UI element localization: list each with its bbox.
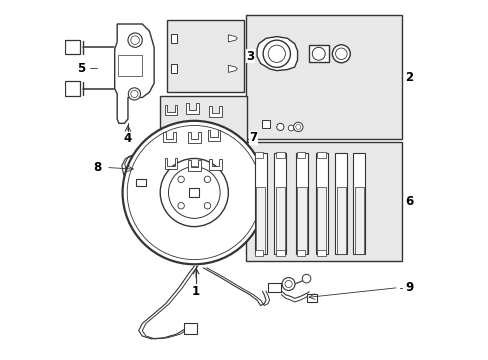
Circle shape	[282, 278, 294, 291]
Polygon shape	[257, 37, 297, 71]
Circle shape	[335, 48, 346, 59]
Polygon shape	[228, 65, 237, 72]
Text: 2: 2	[405, 71, 413, 84]
Polygon shape	[297, 187, 306, 253]
Polygon shape	[296, 152, 305, 158]
Polygon shape	[207, 130, 220, 140]
Text: 1: 1	[192, 285, 200, 298]
Polygon shape	[187, 132, 201, 143]
Circle shape	[332, 45, 349, 63]
Polygon shape	[187, 160, 201, 171]
Circle shape	[285, 280, 292, 288]
Bar	[65, 40, 80, 54]
Polygon shape	[295, 153, 307, 253]
Circle shape	[122, 121, 265, 264]
Polygon shape	[274, 153, 286, 253]
Polygon shape	[336, 187, 346, 253]
Polygon shape	[228, 35, 237, 42]
Polygon shape	[254, 152, 263, 158]
Polygon shape	[254, 153, 266, 253]
Polygon shape	[276, 249, 284, 256]
Polygon shape	[164, 105, 177, 116]
Circle shape	[204, 203, 210, 209]
Bar	[166, 21, 244, 92]
Polygon shape	[164, 158, 177, 169]
Circle shape	[204, 176, 210, 183]
Bar	[136, 179, 145, 186]
Bar	[267, 283, 281, 292]
Circle shape	[287, 125, 293, 131]
Circle shape	[267, 45, 285, 62]
Text: 3: 3	[245, 50, 254, 63]
Bar	[183, 323, 197, 334]
Bar	[159, 96, 247, 184]
Circle shape	[160, 158, 228, 226]
Bar	[171, 64, 177, 73]
Bar	[308, 45, 328, 62]
Bar	[246, 15, 402, 139]
Circle shape	[293, 122, 303, 132]
Text: 5: 5	[77, 62, 85, 75]
Polygon shape	[275, 187, 285, 253]
Circle shape	[127, 126, 261, 260]
Circle shape	[128, 88, 140, 100]
Circle shape	[178, 176, 184, 183]
Polygon shape	[335, 153, 346, 253]
Circle shape	[302, 274, 310, 283]
Circle shape	[128, 33, 142, 47]
Polygon shape	[317, 152, 325, 158]
Bar	[40, 41, 51, 54]
Bar	[118, 55, 142, 76]
Text: 9: 9	[405, 281, 413, 294]
Circle shape	[295, 125, 300, 130]
Polygon shape	[276, 152, 284, 158]
Polygon shape	[209, 159, 222, 170]
Bar	[171, 34, 177, 43]
Polygon shape	[115, 24, 154, 123]
Polygon shape	[296, 249, 305, 256]
Bar	[262, 120, 270, 128]
Polygon shape	[255, 187, 265, 253]
Polygon shape	[317, 249, 325, 256]
Circle shape	[131, 90, 138, 98]
Circle shape	[263, 40, 290, 67]
Polygon shape	[354, 187, 363, 253]
Bar	[189, 188, 199, 197]
Text: 4: 4	[123, 132, 132, 145]
Text: 7: 7	[249, 131, 257, 144]
Text: 6: 6	[405, 195, 413, 208]
Bar	[65, 81, 80, 96]
Polygon shape	[315, 153, 327, 253]
Polygon shape	[316, 187, 325, 253]
Bar	[306, 294, 317, 302]
Bar	[246, 142, 402, 261]
Text: 8: 8	[93, 161, 102, 174]
Circle shape	[276, 123, 284, 131]
Circle shape	[178, 203, 184, 209]
Bar	[40, 82, 51, 95]
Polygon shape	[254, 249, 263, 256]
Circle shape	[312, 47, 325, 60]
Circle shape	[168, 167, 220, 219]
Polygon shape	[209, 106, 222, 117]
Polygon shape	[352, 153, 365, 253]
Circle shape	[131, 36, 139, 44]
Polygon shape	[185, 103, 199, 114]
Polygon shape	[163, 132, 175, 142]
